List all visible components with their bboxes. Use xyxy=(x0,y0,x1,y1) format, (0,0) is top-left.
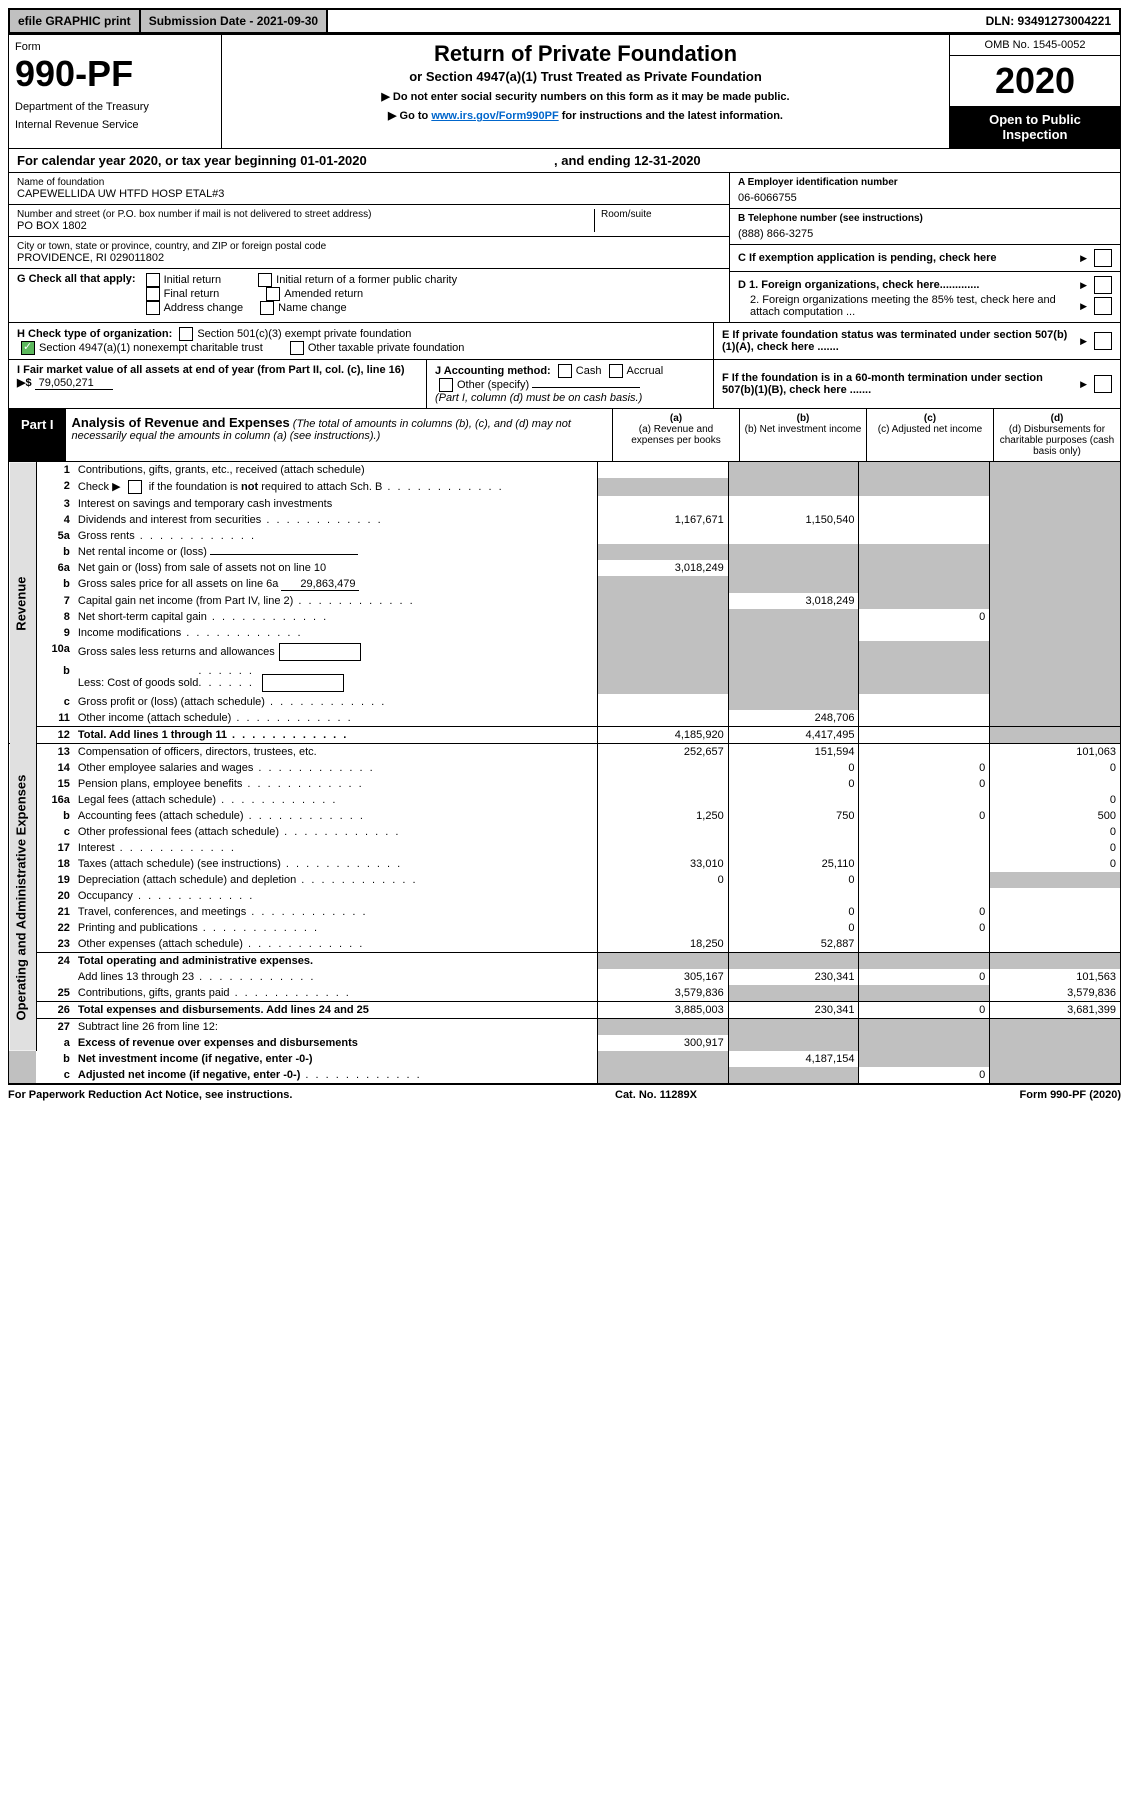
dept-treasury: Department of the Treasury xyxy=(15,101,215,113)
chk-501c3[interactable] xyxy=(179,327,193,341)
chk-4947[interactable] xyxy=(21,341,35,355)
chk-initial-former[interactable] xyxy=(258,273,272,287)
room-label: Room/suite xyxy=(601,209,721,220)
form-word: Form xyxy=(15,41,215,53)
f-label: F If the foundation is in a 60-month ter… xyxy=(722,372,1077,396)
h-row: H Check type of organization: Section 50… xyxy=(8,323,1121,360)
form-subtitle: or Section 4947(a)(1) Trust Treated as P… xyxy=(228,69,943,84)
i-value: 79,050,271 xyxy=(35,377,113,390)
h-label: H Check type of organization: xyxy=(17,328,172,340)
chk-cash[interactable] xyxy=(558,364,572,378)
b-label: B Telephone number (see instructions) xyxy=(738,213,1112,224)
chk-d1[interactable] xyxy=(1094,276,1112,294)
arrow-icon xyxy=(1080,252,1087,264)
chk-final[interactable] xyxy=(146,287,160,301)
chk-e[interactable] xyxy=(1094,332,1112,350)
note-ssn: ▶ Do not enter social security numbers o… xyxy=(228,90,943,103)
efile-label: efile GRAPHIC print xyxy=(10,10,141,32)
info-block: Name of foundation CAPEWELLIDA UW HTFD H… xyxy=(8,173,1121,323)
chk-name-change[interactable] xyxy=(260,301,274,315)
e-label: E If private foundation status was termi… xyxy=(722,329,1077,353)
foundation-name: CAPEWELLIDA UW HTFD HOSP ETAL#3 xyxy=(17,188,721,200)
ein-value: 06-6066755 xyxy=(738,192,1112,204)
name-label: Name of foundation xyxy=(17,177,721,188)
tax-year: 2020 xyxy=(950,56,1120,106)
cat-no: Cat. No. 11289X xyxy=(615,1089,697,1101)
form-title: Return of Private Foundation xyxy=(228,41,943,67)
a-label: A Employer identification number xyxy=(738,177,1112,188)
irs-label: Internal Revenue Service xyxy=(15,119,215,131)
part1-table: Revenue 1Contributions, gifts, grants, e… xyxy=(8,462,1121,1084)
chk-initial[interactable] xyxy=(146,273,160,287)
chk-other-tax[interactable] xyxy=(290,341,304,355)
form-header: Form 990-PF Department of the Treasury I… xyxy=(8,34,1121,149)
c-label: C If exemption application is pending, c… xyxy=(738,252,1077,264)
form990pf-link[interactable]: www.irs.gov/Form990PF xyxy=(431,110,558,122)
d1-label: D 1. Foreign organizations, check here..… xyxy=(738,279,1077,291)
col-c-header: (c) (c) Adjusted net income xyxy=(866,409,993,461)
col-d-header: (d) (d) Disbursements for charitable pur… xyxy=(993,409,1120,461)
chk-f[interactable] xyxy=(1094,375,1112,393)
form-footer: Form 990-PF (2020) xyxy=(1020,1089,1122,1101)
col-b-header: (b) (b) Net investment income xyxy=(739,409,866,461)
dln: DLN: 93491273004221 xyxy=(328,10,1119,32)
revenue-side-label: Revenue xyxy=(9,462,37,744)
chk-schb[interactable] xyxy=(128,480,142,494)
expenses-side-label: Operating and Administrative Expenses xyxy=(9,744,37,1052)
paperwork-notice: For Paperwork Reduction Act Notice, see … xyxy=(8,1089,292,1101)
chk-other-acct[interactable] xyxy=(439,378,453,392)
city-label: City or town, state or province, country… xyxy=(17,241,721,252)
g-label: G Check all that apply: xyxy=(17,273,136,285)
submission-date: Submission Date - 2021-09-30 xyxy=(141,10,328,32)
omb-number: OMB No. 1545-0052 xyxy=(950,35,1120,56)
form-number: 990-PF xyxy=(15,53,215,95)
d2-label: 2. Foreign organizations meeting the 85%… xyxy=(750,294,1077,318)
chk-accrual[interactable] xyxy=(609,364,623,378)
chk-d2[interactable] xyxy=(1094,297,1112,315)
city-state-zip: PROVIDENCE, RI 029011802 xyxy=(17,252,721,264)
chk-amended[interactable] xyxy=(266,287,280,301)
part1-title: Analysis of Revenue and Expenses xyxy=(72,415,290,430)
col-a-header: (a) (a) Revenue and expenses per books xyxy=(612,409,739,461)
part1-label: Part I xyxy=(9,409,66,461)
open-to-public: Open to Public Inspection xyxy=(950,106,1120,148)
phone-value: (888) 866-3275 xyxy=(738,228,1112,240)
top-bar: efile GRAPHIC print Submission Date - 20… xyxy=(8,8,1121,34)
j-note: (Part I, column (d) must be on cash basi… xyxy=(435,392,705,404)
addr-label: Number and street (or P.O. box number if… xyxy=(17,209,594,220)
address: PO BOX 1802 xyxy=(17,220,594,232)
note-goto: ▶ Go to www.irs.gov/Form990PF for instru… xyxy=(228,109,943,122)
j-label: J Accounting method: xyxy=(435,365,551,377)
chk-addr-change[interactable] xyxy=(146,301,160,315)
calendar-year-row: For calendar year 2020, or tax year begi… xyxy=(8,149,1121,173)
part1-header: Part I Analysis of Revenue and Expenses … xyxy=(8,409,1121,462)
footer: For Paperwork Reduction Act Notice, see … xyxy=(8,1084,1121,1101)
ij-row: I Fair market value of all assets at end… xyxy=(8,360,1121,409)
chk-c[interactable] xyxy=(1094,249,1112,267)
